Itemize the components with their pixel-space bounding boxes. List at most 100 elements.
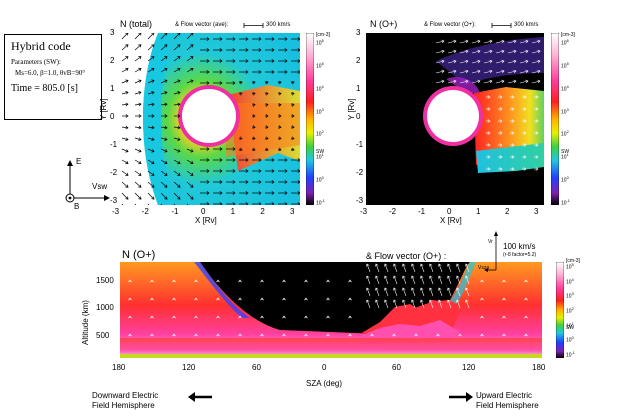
right-scale-label: 300 km/s: [514, 22, 539, 28]
bottom-x-tick: 180: [532, 363, 546, 372]
right-scale-bar: [491, 23, 512, 28]
panel_right-colorbar-tick: 105: [561, 61, 569, 70]
right-xlabel: X [Rv]: [440, 216, 462, 225]
bottom-x-tick: 120: [182, 363, 196, 372]
panel_bottom-colorbar-tick: 10-1: [566, 351, 575, 359]
bottom-vr-label: Vr: [488, 239, 493, 245]
right-flow-label: & Flow vector (O+):: [424, 22, 476, 28]
right-ylabel: Y [Rv]: [347, 98, 356, 120]
panel_right-x-tick: -1: [418, 207, 426, 216]
panel_left-x-tick: -2: [141, 207, 149, 216]
panel_right-y-tick: -2: [356, 168, 364, 177]
left-hemisphere-line2: Field Hemisphere: [92, 401, 155, 410]
bottom-x-tick: 0: [322, 363, 327, 372]
panel_left-x-tick: -1: [171, 207, 179, 216]
plot-left-total-density: [118, 33, 300, 205]
bottom-vsza-label: Vsza: [478, 265, 490, 271]
left-scale-label: 300 km/s: [266, 22, 291, 28]
bottom-x-tick: 120: [462, 363, 476, 372]
plot-bottom-altitude-sza: [120, 262, 542, 358]
left-colorbar-unit: [cm-3]: [316, 32, 330, 38]
panel_left-colorbar-tick: 10-1: [316, 199, 325, 207]
panel_right-y-tick: 1: [356, 84, 361, 93]
bottom-colorbar-unit: [cm-3]: [566, 258, 580, 264]
left-xlabel: X [Rv]: [195, 216, 217, 225]
bottom-y-tick: 1500: [96, 276, 114, 285]
panel_right-y-tick: 2: [356, 56, 361, 65]
parameters-box: Hybrid code Parameters (SW): Ms=6.0, β=1…: [4, 34, 102, 120]
flow-vectors-left: [121, 33, 300, 205]
panel_right-x-tick: -3: [360, 207, 368, 216]
panel_right-x-tick: 2: [505, 207, 510, 216]
flow-vectors-right: [435, 39, 541, 171]
panel_left-y-tick: 2: [110, 56, 115, 65]
right-panel-title: N (O+): [370, 19, 398, 29]
left-hemisphere-arrow: [188, 392, 212, 402]
bottom-ylabel: Altitude (km): [81, 300, 90, 345]
panel_left-y-tick: -3: [110, 196, 118, 205]
panel_right-colorbar-tick: 103: [561, 107, 569, 116]
bottom-scale-sub: (r-8 factor=5.2): [503, 252, 537, 258]
flow-vectors-bottom: [128, 263, 528, 337]
bottom-sw-label: SW: [566, 325, 575, 331]
left-panel-title: N (total): [120, 19, 153, 29]
left-sw-label: SW: [316, 149, 325, 155]
left-flow-label: & Flow vector (ave):: [175, 22, 229, 28]
bottom-y-tick: 1000: [96, 303, 114, 312]
panel_bottom-colorbar-tick: 102: [566, 307, 574, 315]
model-title: Hybrid code: [11, 39, 71, 53]
panel_left-colorbar-tick: 106: [316, 39, 324, 47]
panel_right-colorbar-tick: 106: [561, 39, 569, 47]
left-scale-bar: [243, 23, 264, 28]
e-axis-label: E: [76, 157, 82, 166]
bottom-xlabel: SZA (deg): [306, 379, 343, 388]
bottom-scale-arrows: [484, 231, 498, 272]
panel_left-x-tick: 2: [260, 207, 265, 216]
bottom-x-tick: 60: [252, 363, 261, 372]
right-hemisphere-line2: Field Hemisphere: [476, 401, 539, 410]
right-colorbar: [551, 33, 559, 205]
left-ylabel: Y [Rv]: [99, 98, 108, 120]
panel_right-y-tick: -1: [356, 140, 364, 149]
panel_left-y-tick: 3: [110, 28, 115, 37]
panel_left-x-tick: 3: [290, 207, 295, 216]
panel_right-colorbar-tick: 10-1: [561, 199, 570, 207]
params-label: Parameters (SW):: [11, 58, 61, 66]
right-sw-label: SW: [561, 149, 570, 155]
bottom-y-tick: 500: [96, 331, 110, 340]
panel_right-y-tick: 0: [356, 112, 361, 121]
bottom-scale-label: 100 km/s: [503, 242, 536, 251]
panel_right-colorbar-tick: 104: [561, 84, 569, 93]
right-hemisphere-line1: Upward Electric: [476, 391, 533, 400]
bottom-colorbar: [556, 262, 564, 358]
panel_right-x-tick: 0: [447, 207, 452, 216]
panel_right-colorbar-tick: 101: [561, 153, 569, 161]
panel_bottom-colorbar-tick: 105: [566, 263, 574, 271]
panel_left-y-tick: -2: [110, 168, 118, 177]
left-hemisphere-line1: Downward Electric: [92, 391, 159, 400]
panel_left-colorbar-tick: 103: [316, 107, 324, 116]
axes-diagram: [65, 160, 110, 203]
time-label: Time = 805.0 [s]: [11, 83, 78, 94]
plot-right-oxygen-density: [366, 33, 544, 205]
left-colorbar: [306, 33, 314, 205]
right-colorbar-unit: [cm-3]: [561, 32, 575, 38]
panel_right-y-tick: -3: [356, 196, 364, 205]
panel_left-x-tick: 0: [201, 207, 206, 216]
panel_bottom-colorbar-tick: 100: [566, 336, 574, 344]
vsw-axis-label: Vsw: [92, 182, 108, 191]
bottom-x-tick: 180: [112, 363, 126, 372]
panel_right-colorbar-tick: 100: [561, 176, 569, 184]
bottom-flow-label: & Flow vector (O+) :: [366, 251, 447, 261]
params-values: Ms=6.0, β=1.0, θvB=90°: [15, 69, 86, 77]
panel_left-colorbar-tick: 101: [316, 153, 324, 161]
panel_left-colorbar-tick: 104: [316, 84, 324, 93]
panel_right-x-tick: 3: [534, 207, 539, 216]
panel_left-colorbar-tick: 100: [316, 176, 324, 184]
panel_right-x-tick: -2: [389, 207, 397, 216]
panel_left-colorbar-tick: 105: [316, 61, 324, 70]
bottom-x-tick: 60: [392, 363, 401, 372]
b-axis-label: B: [74, 202, 80, 211]
panel_right-colorbar-tick: 102: [561, 130, 569, 139]
panel_left-y-tick: 1: [110, 84, 115, 93]
